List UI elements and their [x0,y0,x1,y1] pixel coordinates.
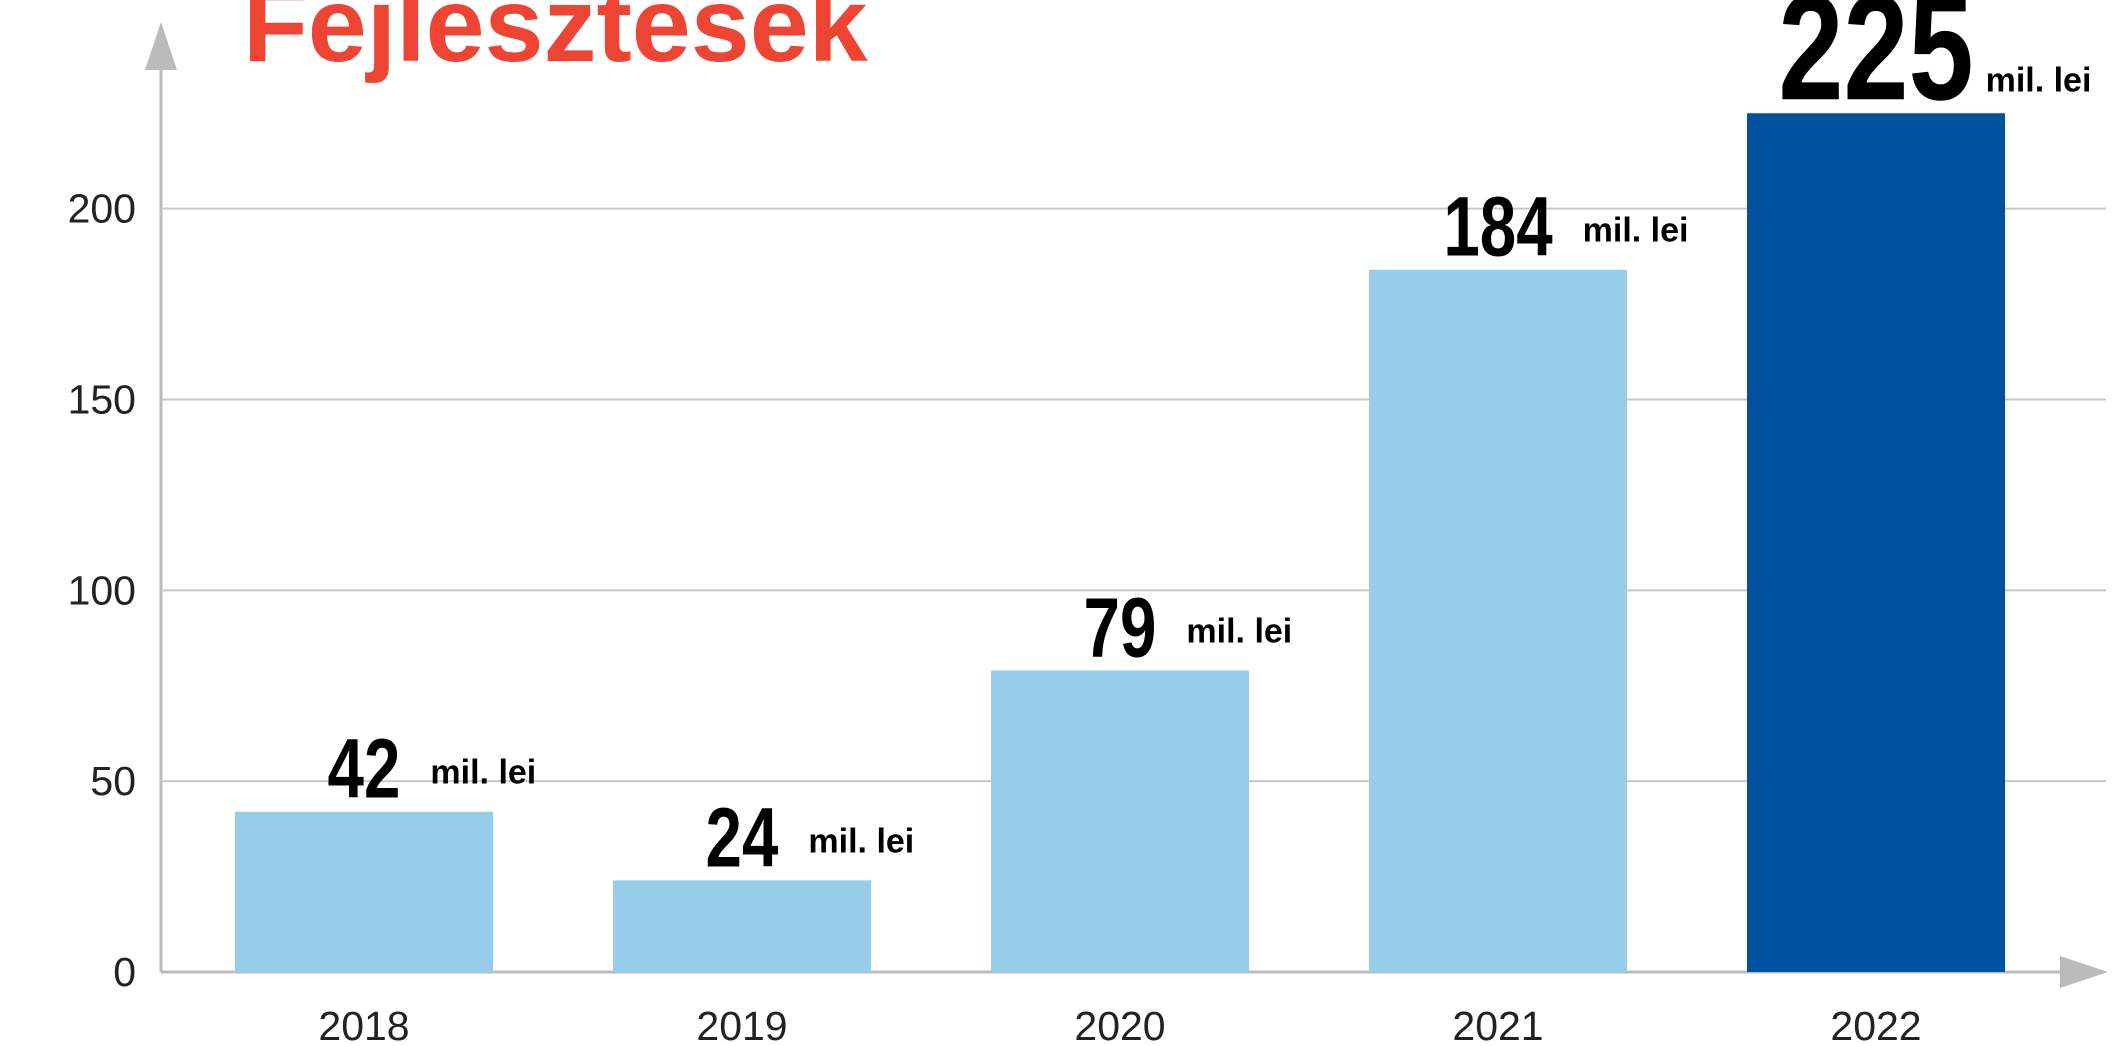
value-unit: mil. lei [1583,212,1689,250]
y-tick-label: 200 [68,186,136,232]
bar [235,811,493,972]
value-unit: mil. lei [430,754,536,792]
bar [991,670,1249,972]
value-label: 79 [1084,581,1157,675]
y-tick-label: 100 [68,567,136,613]
value-unit: mil. lei [808,822,914,860]
x-axis-arrow [2060,956,2108,988]
value-label: 225 [1778,0,1973,132]
bar [613,880,871,972]
value-label: 24 [706,791,779,885]
value-unit: mil. lei [1186,612,1292,650]
x-tick-label: 2018 [318,1003,409,1046]
chart-title: Fejlesztesek [243,0,869,84]
x-tick-label: 2021 [1452,1003,1543,1046]
y-tick-label: 150 [68,377,136,423]
y-tick-label: 50 [90,758,136,804]
value-unit: mil. lei [1986,61,2092,99]
x-tick-label: 2019 [696,1003,787,1046]
bar [1369,269,1627,972]
x-tick-label: 2022 [1830,1003,1921,1046]
bar [1747,113,2005,972]
x-tick-label: 2020 [1074,1003,1165,1046]
value-label: 42 [328,722,401,816]
value-label: 184 [1443,180,1552,274]
y-tick-label: 0 [113,949,136,995]
y-axis-arrow [145,22,177,70]
